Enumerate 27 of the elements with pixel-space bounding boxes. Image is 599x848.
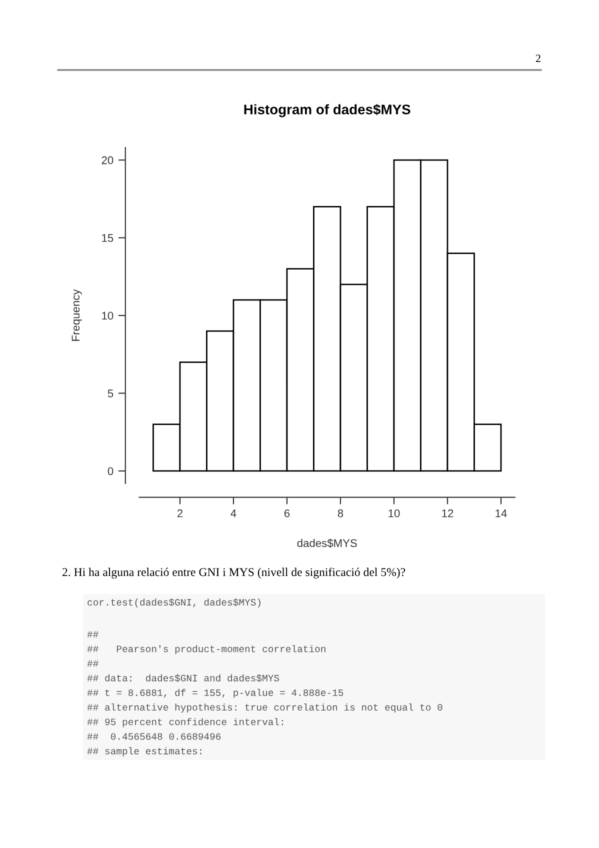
y-tick-label: 20 (102, 156, 114, 164)
x-tick-label: 8 (338, 509, 344, 518)
text: ## (87, 631, 98, 638)
text: ## alternative hypothesis: true correlation is not equal to 0 (87, 703, 442, 713)
text: ## Pearson's product-moment correlation (87, 645, 326, 654)
x-tick-label: 10 (388, 509, 400, 518)
text: ## data: dades$GNI and dades$MYS (87, 674, 280, 682)
text: 2. Hi ha alguna relació entre GNI i MYS (nivell de significació del 5%)? (62, 568, 406, 579)
text: ## 0.4565648 0.6689496 (87, 733, 221, 740)
x-tick-label: 4 (230, 510, 236, 518)
x-tick-label: 2 (177, 509, 182, 518)
y-tick-label: 0 (108, 467, 114, 476)
y-tick-label: 5 (108, 390, 114, 398)
text: 2 (536, 54, 540, 62)
text: ## sample estimates: (87, 747, 202, 756)
y-axis-title: Frequency (72, 289, 82, 341)
x-tick-label: 6 (284, 509, 290, 518)
x-axis-title: dades$MYS (297, 538, 357, 548)
x-tick-label: 12 (442, 509, 454, 518)
text: cor.test(dades$GNI, dades$MYS) (88, 598, 260, 608)
text: ## t = 8.6881, df = 155, p-value = 4.888e-15 (87, 688, 344, 698)
y-tick-label: 10 (102, 312, 114, 320)
text: ## 95 percent confidence interval: (87, 718, 283, 728)
text: ## (87, 660, 98, 667)
x-tick-label: 14 (496, 510, 507, 518)
chart-title: Histogram of dades$MYS (244, 104, 410, 118)
y-tick-label: 15 (102, 234, 114, 242)
